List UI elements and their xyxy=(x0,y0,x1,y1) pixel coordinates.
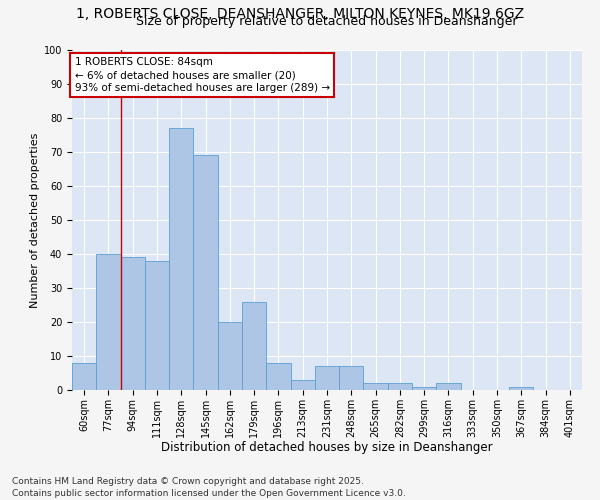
Text: 1, ROBERTS CLOSE, DEANSHANGER, MILTON KEYNES, MK19 6GZ: 1, ROBERTS CLOSE, DEANSHANGER, MILTON KE… xyxy=(76,8,524,22)
Bar xyxy=(388,383,412,390)
Bar xyxy=(339,366,364,390)
X-axis label: Distribution of detached houses by size in Deanshanger: Distribution of detached houses by size … xyxy=(161,441,493,454)
Bar xyxy=(72,363,96,390)
Bar xyxy=(121,258,145,390)
Bar xyxy=(436,383,461,390)
Bar xyxy=(290,380,315,390)
Text: 1 ROBERTS CLOSE: 84sqm
← 6% of detached houses are smaller (20)
93% of semi-deta: 1 ROBERTS CLOSE: 84sqm ← 6% of detached … xyxy=(74,57,329,93)
Bar xyxy=(169,128,193,390)
Bar xyxy=(193,156,218,390)
Bar xyxy=(315,366,339,390)
Title: Size of property relative to detached houses in Deanshanger: Size of property relative to detached ho… xyxy=(136,15,518,28)
Bar xyxy=(509,386,533,390)
Bar xyxy=(266,363,290,390)
Bar xyxy=(96,254,121,390)
Bar xyxy=(242,302,266,390)
Text: Contains HM Land Registry data © Crown copyright and database right 2025.
Contai: Contains HM Land Registry data © Crown c… xyxy=(12,476,406,498)
Bar xyxy=(412,386,436,390)
Bar xyxy=(364,383,388,390)
Bar xyxy=(145,261,169,390)
Y-axis label: Number of detached properties: Number of detached properties xyxy=(30,132,40,308)
Bar xyxy=(218,322,242,390)
